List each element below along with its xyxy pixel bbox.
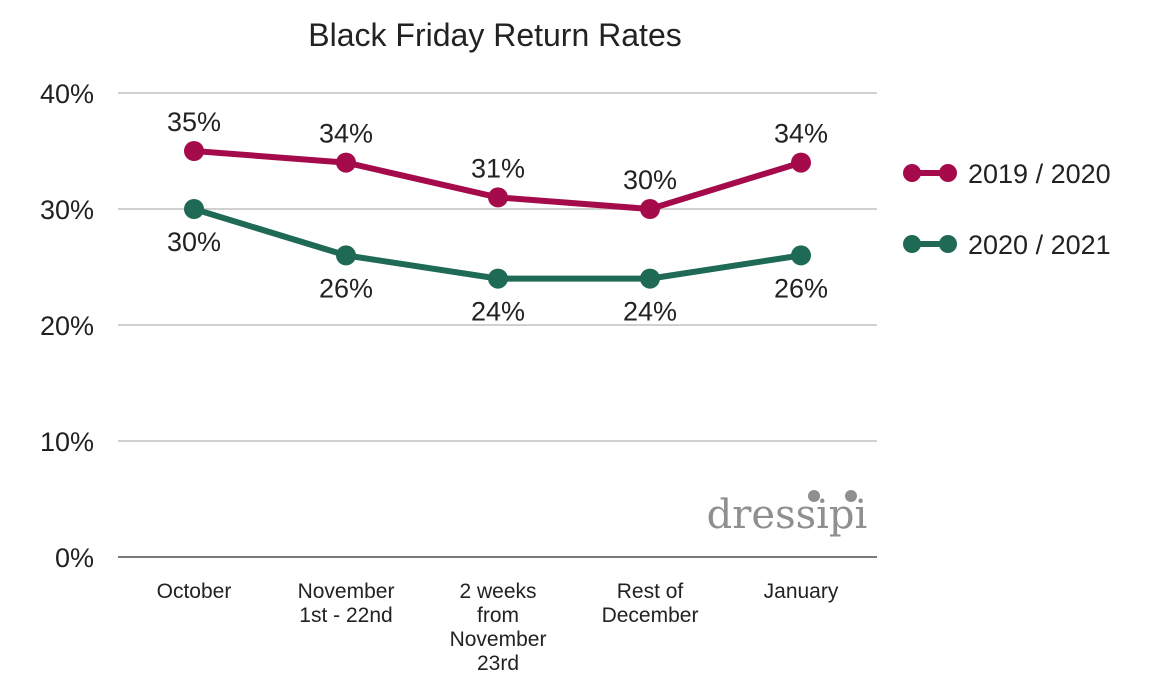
chart-title: Black Friday Return Rates bbox=[308, 17, 681, 53]
data-point bbox=[791, 245, 811, 266]
x-tick-label: November 1st - 22nd bbox=[298, 580, 395, 627]
data-label: 24% bbox=[623, 297, 677, 327]
grid bbox=[118, 92, 877, 558]
x-tick-label: 2 weeks from November 23rd bbox=[450, 580, 547, 675]
legend-marker-icon bbox=[903, 235, 921, 253]
series-1: 35% 34% 31% 30% 34% bbox=[167, 107, 828, 219]
data-point bbox=[336, 152, 356, 173]
legend: 2019 / 2020 2020 / 2021 bbox=[903, 159, 1111, 260]
logo-button-icon-right bbox=[845, 490, 857, 502]
data-point bbox=[336, 245, 356, 266]
x-tick-label: October bbox=[157, 580, 232, 603]
y-tick-label: 40% bbox=[40, 79, 94, 109]
data-label: 35% bbox=[167, 107, 221, 137]
y-tick-label: 10% bbox=[40, 427, 94, 457]
data-point bbox=[488, 187, 508, 208]
logo-button-icon-left bbox=[808, 490, 820, 502]
y-axis: 0% 10% 20% 30% 40% bbox=[40, 79, 94, 573]
series-group: 35% 34% 31% 30% 34% 30% 26% 24% 24% 26% bbox=[167, 107, 828, 327]
data-label: 26% bbox=[774, 273, 828, 303]
legend-item: 2019 / 2020 bbox=[903, 159, 1111, 189]
data-label: 24% bbox=[471, 297, 525, 327]
data-point bbox=[640, 199, 660, 219]
dressipi-logo: dressipi bbox=[707, 490, 868, 538]
legend-label: 2020 / 2021 bbox=[968, 230, 1111, 260]
data-point bbox=[184, 199, 204, 219]
legend-item: 2020 / 2021 bbox=[903, 230, 1111, 260]
x-tick-label: Rest of December bbox=[602, 580, 699, 627]
data-label: 26% bbox=[319, 273, 373, 303]
data-point bbox=[791, 152, 811, 173]
legend-marker-icon bbox=[939, 164, 957, 182]
x-tick-label: January bbox=[764, 580, 839, 603]
data-point bbox=[640, 268, 660, 289]
x-axis: October November 1st - 22nd 2 weeks from Nove… bbox=[157, 580, 839, 675]
y-tick-label: 30% bbox=[40, 195, 94, 225]
series-line bbox=[191, 206, 804, 282]
data-point bbox=[184, 141, 204, 161]
watermark-text: dressipi bbox=[707, 492, 868, 538]
y-tick-label: 0% bbox=[55, 543, 94, 573]
data-label: 34% bbox=[319, 119, 373, 149]
data-label: 30% bbox=[167, 227, 221, 257]
data-label: 30% bbox=[623, 165, 677, 195]
data-label: 31% bbox=[471, 153, 525, 183]
data-point bbox=[488, 268, 508, 289]
y-tick-label: 20% bbox=[40, 311, 94, 341]
legend-marker-icon bbox=[939, 235, 957, 253]
series-2: 30% 26% 24% 24% 26% bbox=[167, 199, 828, 327]
legend-label: 2019 / 2020 bbox=[968, 159, 1111, 189]
data-label: 34% bbox=[774, 119, 828, 149]
legend-marker-icon bbox=[903, 164, 921, 182]
